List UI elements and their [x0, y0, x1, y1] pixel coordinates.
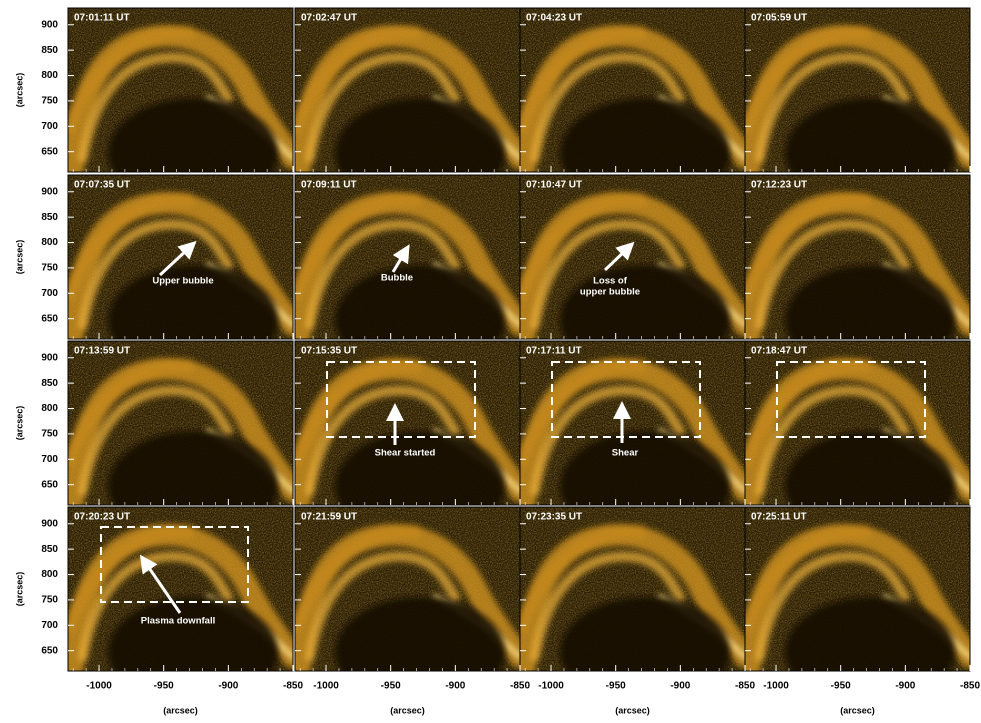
timestamp: 07:01:11 UT [74, 13, 130, 24]
y-tick-label: 700 [41, 620, 58, 631]
arrow [391, 244, 410, 273]
timestamp: 07:05:59 UT [751, 13, 807, 24]
timestamp: 07:20:23 UT [74, 512, 130, 523]
timestamp: 07:10:47 UT [526, 180, 582, 191]
y-axis-label: (arcsec) [14, 572, 24, 607]
x-tick-label: -950 [606, 681, 626, 692]
x-axis-label: (arcsec) [840, 705, 875, 715]
highlight-box [100, 526, 249, 603]
timestamp: 07:23:35 UT [526, 512, 582, 523]
y-tick-label: 700 [41, 288, 58, 299]
panel-frame [67, 506, 294, 672]
panel: 07:20:23 UT Plasma downfall [67, 506, 294, 672]
timestamp: 07:13:59 UT [74, 346, 130, 357]
solar-image [745, 507, 970, 707]
panel-frame [744, 7, 971, 173]
x-tick-label: -900 [895, 681, 915, 692]
panel: 07:09:11 UT Bubble [294, 174, 521, 340]
y-tick-label: 850 [41, 212, 58, 223]
timestamp: 07:15:35 UT [301, 346, 357, 357]
annotation: upper bubble [580, 287, 640, 298]
timestamp: 07:12:23 UT [751, 180, 807, 191]
timestamp: 07:09:11 UT [301, 180, 357, 191]
panel-frame [744, 506, 971, 672]
x-tick-label: -850 [960, 681, 980, 692]
highlight-box [776, 361, 926, 438]
x-axis-label: (arcsec) [615, 705, 650, 715]
annotation: Plasma downfall [141, 616, 215, 627]
panel-frame [744, 174, 971, 340]
arrow [603, 241, 635, 272]
y-tick-label: 850 [41, 45, 58, 56]
x-tick-label: -850 [510, 681, 530, 692]
y-tick-label: 900 [41, 186, 58, 197]
y-axis-label: (arcsec) [14, 406, 24, 441]
x-tick-label: -1000 [763, 681, 789, 692]
y-tick-label: 700 [41, 121, 58, 132]
arrow [139, 554, 182, 614]
x-tick-label: -850 [735, 681, 755, 692]
highlight-box [326, 361, 476, 438]
timestamp: 07:17:11 UT [526, 346, 582, 357]
timestamp: 07:21:59 UT [301, 512, 357, 523]
y-tick-label: 650 [41, 479, 58, 490]
y-tick-label: 900 [41, 352, 58, 363]
x-tick-label: -850 [283, 681, 303, 692]
highlight-box [551, 361, 701, 438]
y-tick-label: 650 [41, 645, 58, 656]
x-tick-label: -1000 [86, 681, 112, 692]
y-tick-label: 900 [41, 518, 58, 529]
y-tick-label: 800 [41, 70, 58, 81]
x-axis-label: (arcsec) [163, 705, 198, 715]
panel-frame [67, 340, 294, 506]
y-axis-label: (arcsec) [14, 240, 24, 275]
panel: 07:07:35 UT Upper bubble [67, 174, 294, 340]
panel: 07:21:59 UT [294, 506, 521, 707]
panel-frame [744, 340, 971, 506]
x-tick-label: -950 [831, 681, 851, 692]
x-tick-label: -1000 [538, 681, 564, 692]
arrow [158, 240, 197, 277]
panel: 07:25:11 UT [744, 506, 971, 707]
timestamp: 07:04:23 UT [526, 13, 582, 24]
x-tick-label: -900 [218, 681, 238, 692]
y-tick-label: 750 [41, 96, 58, 107]
panel-frame [67, 174, 294, 340]
panel: 07:23:35 UT [519, 506, 746, 707]
y-tick-label: 800 [41, 569, 58, 580]
x-axis-label: (arcsec) [390, 705, 425, 715]
timestamp: 07:18:47 UT [751, 346, 807, 357]
y-tick-label: 850 [41, 378, 58, 389]
y-tick-label: 700 [41, 454, 58, 465]
y-tick-label: 900 [41, 19, 58, 30]
annotation: Bubble [381, 273, 413, 284]
solar-image [295, 507, 520, 707]
timestamp: 07:25:11 UT [751, 512, 807, 523]
x-tick-label: -950 [381, 681, 401, 692]
x-tick-label: -950 [154, 681, 174, 692]
solar-image [520, 507, 745, 707]
timestamp: 07:02:47 UT [301, 13, 357, 24]
y-tick-label: 800 [41, 237, 58, 248]
annotation: Loss of [593, 276, 628, 287]
annotation: Shear [612, 448, 639, 459]
y-tick-label: 850 [41, 544, 58, 555]
annotation: Shear started [375, 448, 436, 459]
x-tick-label: -900 [445, 681, 465, 692]
annotation: Upper bubble [152, 276, 213, 287]
y-tick-label: 800 [41, 403, 58, 414]
y-tick-label: 750 [41, 263, 58, 274]
y-tick-label: 750 [41, 595, 58, 606]
timestamp: 07:07:35 UT [74, 180, 130, 191]
y-axis-label: (arcsec) [14, 73, 24, 108]
x-tick-label: -1000 [313, 681, 339, 692]
y-tick-label: 650 [41, 146, 58, 157]
x-tick-label: -900 [670, 681, 690, 692]
y-tick-label: 750 [41, 429, 58, 440]
panel-frame [67, 7, 294, 173]
y-tick-label: 650 [41, 313, 58, 324]
